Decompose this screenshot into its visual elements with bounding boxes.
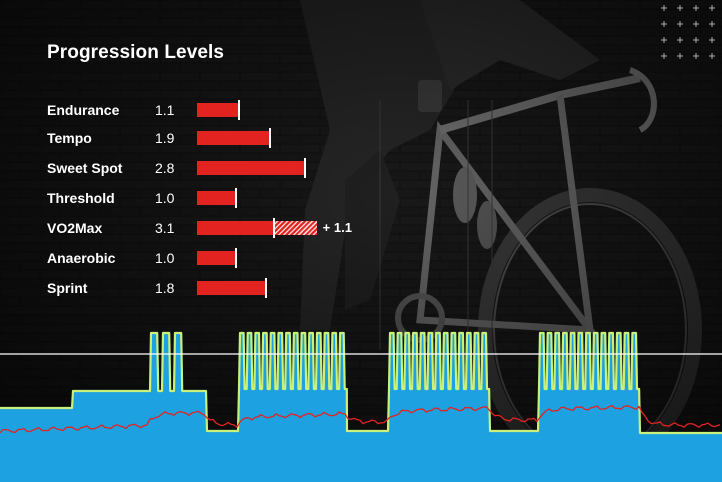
level-value: 3.1 (155, 220, 175, 236)
level-name: Threshold (47, 190, 115, 206)
level-bar-tick (269, 128, 272, 148)
level-bar (197, 103, 240, 117)
level-row-threshold: Threshold 1.0 (0, 187, 420, 209)
level-value: 1.8 (155, 280, 175, 296)
level-name: Anaerobic (47, 250, 116, 266)
level-bar (197, 131, 271, 145)
level-value: 1.0 (155, 250, 175, 266)
level-bar-tick (273, 218, 276, 238)
level-row-sprint: Sprint 1.8 (0, 277, 420, 299)
level-gain-bar (274, 221, 317, 235)
level-bar-tick (234, 248, 237, 268)
level-value: 2.8 (155, 160, 175, 176)
level-name: Sprint (47, 280, 88, 296)
level-bar (197, 281, 267, 295)
level-bar (197, 191, 236, 205)
level-row-tempo: Tempo 1.9 (0, 127, 420, 149)
level-gain-label: + 1.1 (322, 220, 352, 235)
level-value: 1.0 (155, 190, 175, 206)
level-bar (197, 221, 275, 235)
power-line (0, 331, 722, 435)
progression-levels-title: Progression Levels (47, 42, 225, 63)
heart-rate-line (0, 404, 721, 434)
level-bar-tick (234, 188, 237, 208)
decorative-cross-pattern (658, 0, 722, 64)
level-row-anaerobic: Anaerobic 1.0 (0, 247, 420, 269)
level-bar (197, 161, 306, 175)
level-name: VO2Max (47, 220, 103, 236)
level-bar-tick (265, 278, 268, 298)
level-value: 1.9 (155, 130, 175, 146)
level-row-endurance: Endurance 1.1 (0, 99, 420, 121)
level-row-vo2max: VO2Max 3.1 + 1.1 (0, 217, 420, 239)
level-name: Tempo (47, 130, 92, 146)
level-value: 1.1 (155, 102, 175, 118)
level-name: Sweet Spot (47, 160, 123, 176)
level-row-sweet-spot: Sweet Spot 2.8 (0, 157, 420, 179)
level-bar-tick (238, 100, 241, 120)
workout-profile-graph (0, 331, 722, 482)
level-name: Endurance (47, 102, 120, 118)
level-bar-tick (304, 158, 307, 178)
workout-area-fill (0, 333, 722, 482)
level-bar (197, 251, 236, 265)
